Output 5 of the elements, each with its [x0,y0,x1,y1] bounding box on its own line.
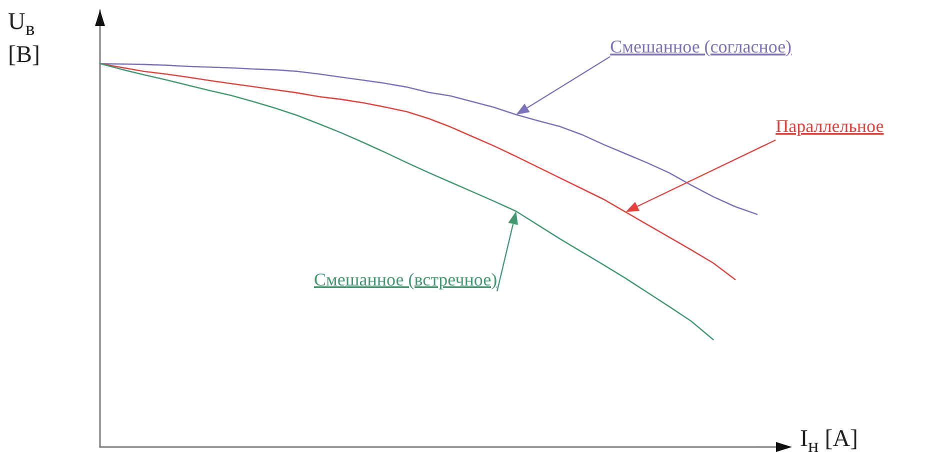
text: Смешанное (встречное) [314,269,498,290]
y-axis-title: U$_{в}$ [В] [8,8,41,70]
text: Смешанное (согласное) [610,36,792,57]
text: Параллельное [776,116,884,136]
x-axis-title: I$_{н}$ [А] [800,425,858,458]
